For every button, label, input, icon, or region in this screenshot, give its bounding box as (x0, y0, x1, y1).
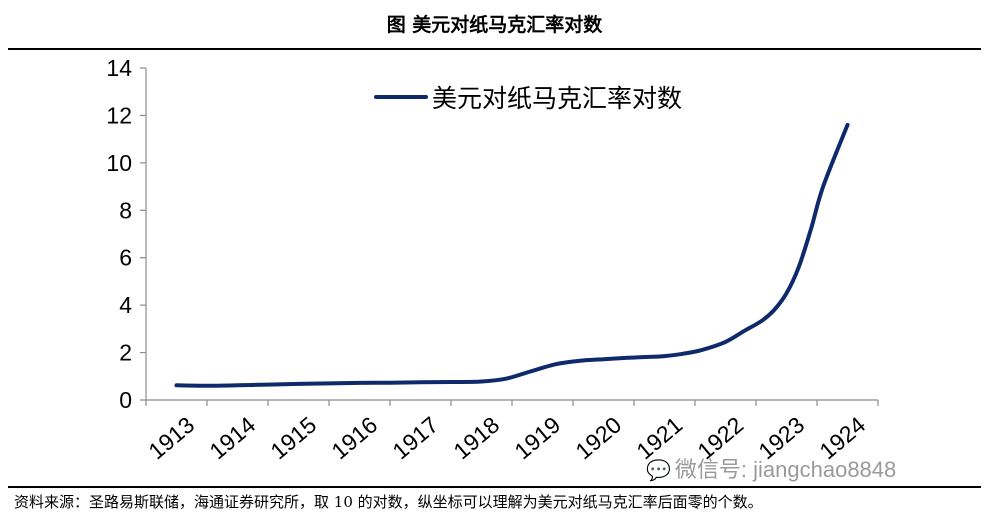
x-tick-label: 1914 (204, 411, 260, 464)
y-tick-label: 8 (119, 197, 132, 223)
y-tick-label: 4 (119, 292, 132, 318)
y-tick-label: 14 (106, 55, 132, 81)
watermark: 💬 微信号: jiangchao8848 (646, 452, 896, 484)
x-tick-label: 1918 (448, 411, 504, 464)
legend: 美元对纸马克汇率对数 (374, 84, 682, 113)
y-tick-label: 10 (106, 150, 132, 176)
bottom-rule (8, 486, 981, 488)
watermark-text: 微信号: jiangchao8848 (674, 457, 897, 482)
x-tick-label: 1920 (570, 411, 626, 464)
x-tick-label: 1919 (509, 411, 565, 464)
wechat-icon: 💬 (646, 460, 671, 482)
x-tick-label: 1917 (387, 411, 443, 464)
x-tick-label: 1916 (326, 411, 382, 464)
series-line (174, 122, 850, 388)
top-rule (8, 48, 981, 50)
chart-axes (140, 67, 879, 406)
y-tick-labels: 0 2 4 6 8 10 12 14 (106, 55, 132, 413)
y-tick-label: 12 (106, 102, 132, 128)
y-tick-label: 0 (119, 387, 132, 413)
y-tick-label: 6 (119, 245, 132, 271)
source-note: 资料来源：圣路易斯联储，海通证券研究所，取 10 的对数，纵坐标可以理解为美元对… (14, 493, 763, 511)
y-tick-label: 2 (119, 340, 132, 366)
legend-label: 美元对纸马克汇率对数 (432, 84, 682, 113)
series-layer (174, 122, 850, 388)
x-tick-label: 1913 (143, 411, 199, 464)
x-tick-label: 1915 (265, 411, 321, 464)
figure-title: 图 美元对纸马克汇率对数 (386, 14, 603, 36)
